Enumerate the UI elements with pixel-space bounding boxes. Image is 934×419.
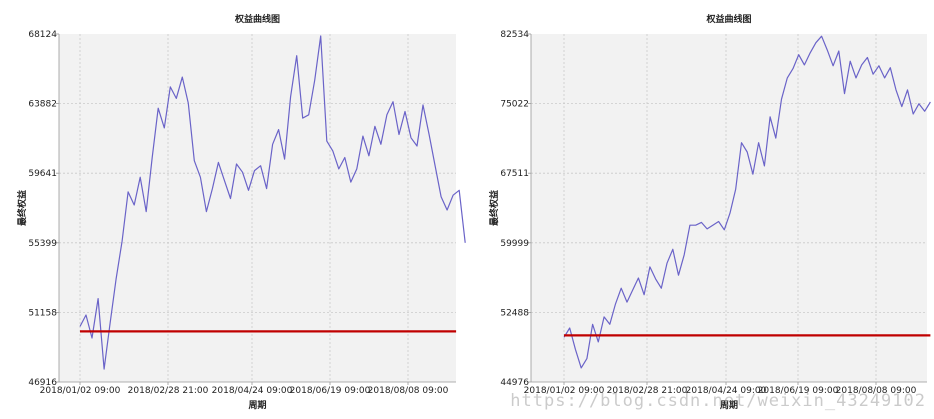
chart-1: 46916 51158 55399 59641 63882 68124 2018/01/02…	[16, 13, 466, 411]
x-tick-label: 2018/01/02 09:00	[524, 386, 605, 396]
y-tick-label: 55399	[28, 239, 57, 249]
y-tick-label: 75022	[500, 100, 529, 110]
x-tick-label: 2018/02/28 21:00	[128, 386, 209, 396]
x-tick-label: 2018/06/19 09:00	[758, 386, 839, 396]
plot-area	[59, 34, 456, 382]
y-tick-label: 63882	[28, 100, 57, 110]
y-axis-label: 最终权益	[16, 190, 28, 226]
x-tick-label: 2018/04/24 09:00	[686, 386, 767, 396]
equity-series-line	[79, 35, 466, 370]
x-axis-label: 周期	[720, 399, 738, 411]
y-tick-label: 51158	[28, 308, 57, 318]
y-tick-label: 44976	[500, 378, 529, 388]
y-axis-label: 最终权益	[488, 190, 500, 226]
y-tick-label: 59641	[28, 169, 57, 179]
chart-title: 权益曲线图	[234, 13, 280, 25]
x-tick-label: 2018/02/28 21:00	[607, 386, 688, 396]
x-tick-label: 2018/01/02 09:00	[40, 386, 121, 396]
x-tick-label: 2018/04/24 09:00	[212, 386, 293, 396]
chart-title: 权益曲线图	[705, 13, 751, 25]
y-tick-label: 82534	[500, 30, 529, 40]
x-tick-label: 2018/08/08 09:00	[836, 386, 917, 396]
y-tick-label: 46916	[28, 378, 57, 388]
equity-series-line	[563, 35, 931, 369]
y-tick-label: 59999	[500, 239, 529, 249]
chart-2: 44976 52488 59999 67511 75022 82534 2018/01/02…	[488, 13, 931, 411]
y-tick-label: 68124	[28, 30, 57, 40]
x-axis-label: 周期	[248, 399, 266, 411]
watermark-text: https://blog.csdn.net/weixin_43249102	[510, 391, 926, 411]
x-tick-label: 2018/06/19 09:00	[290, 386, 371, 396]
y-tick-label: 67511	[500, 169, 529, 179]
y-tick-label: 52488	[500, 308, 529, 318]
x-tick-label: 2018/08/08 09:00	[368, 386, 449, 396]
plot-area	[531, 34, 927, 382]
